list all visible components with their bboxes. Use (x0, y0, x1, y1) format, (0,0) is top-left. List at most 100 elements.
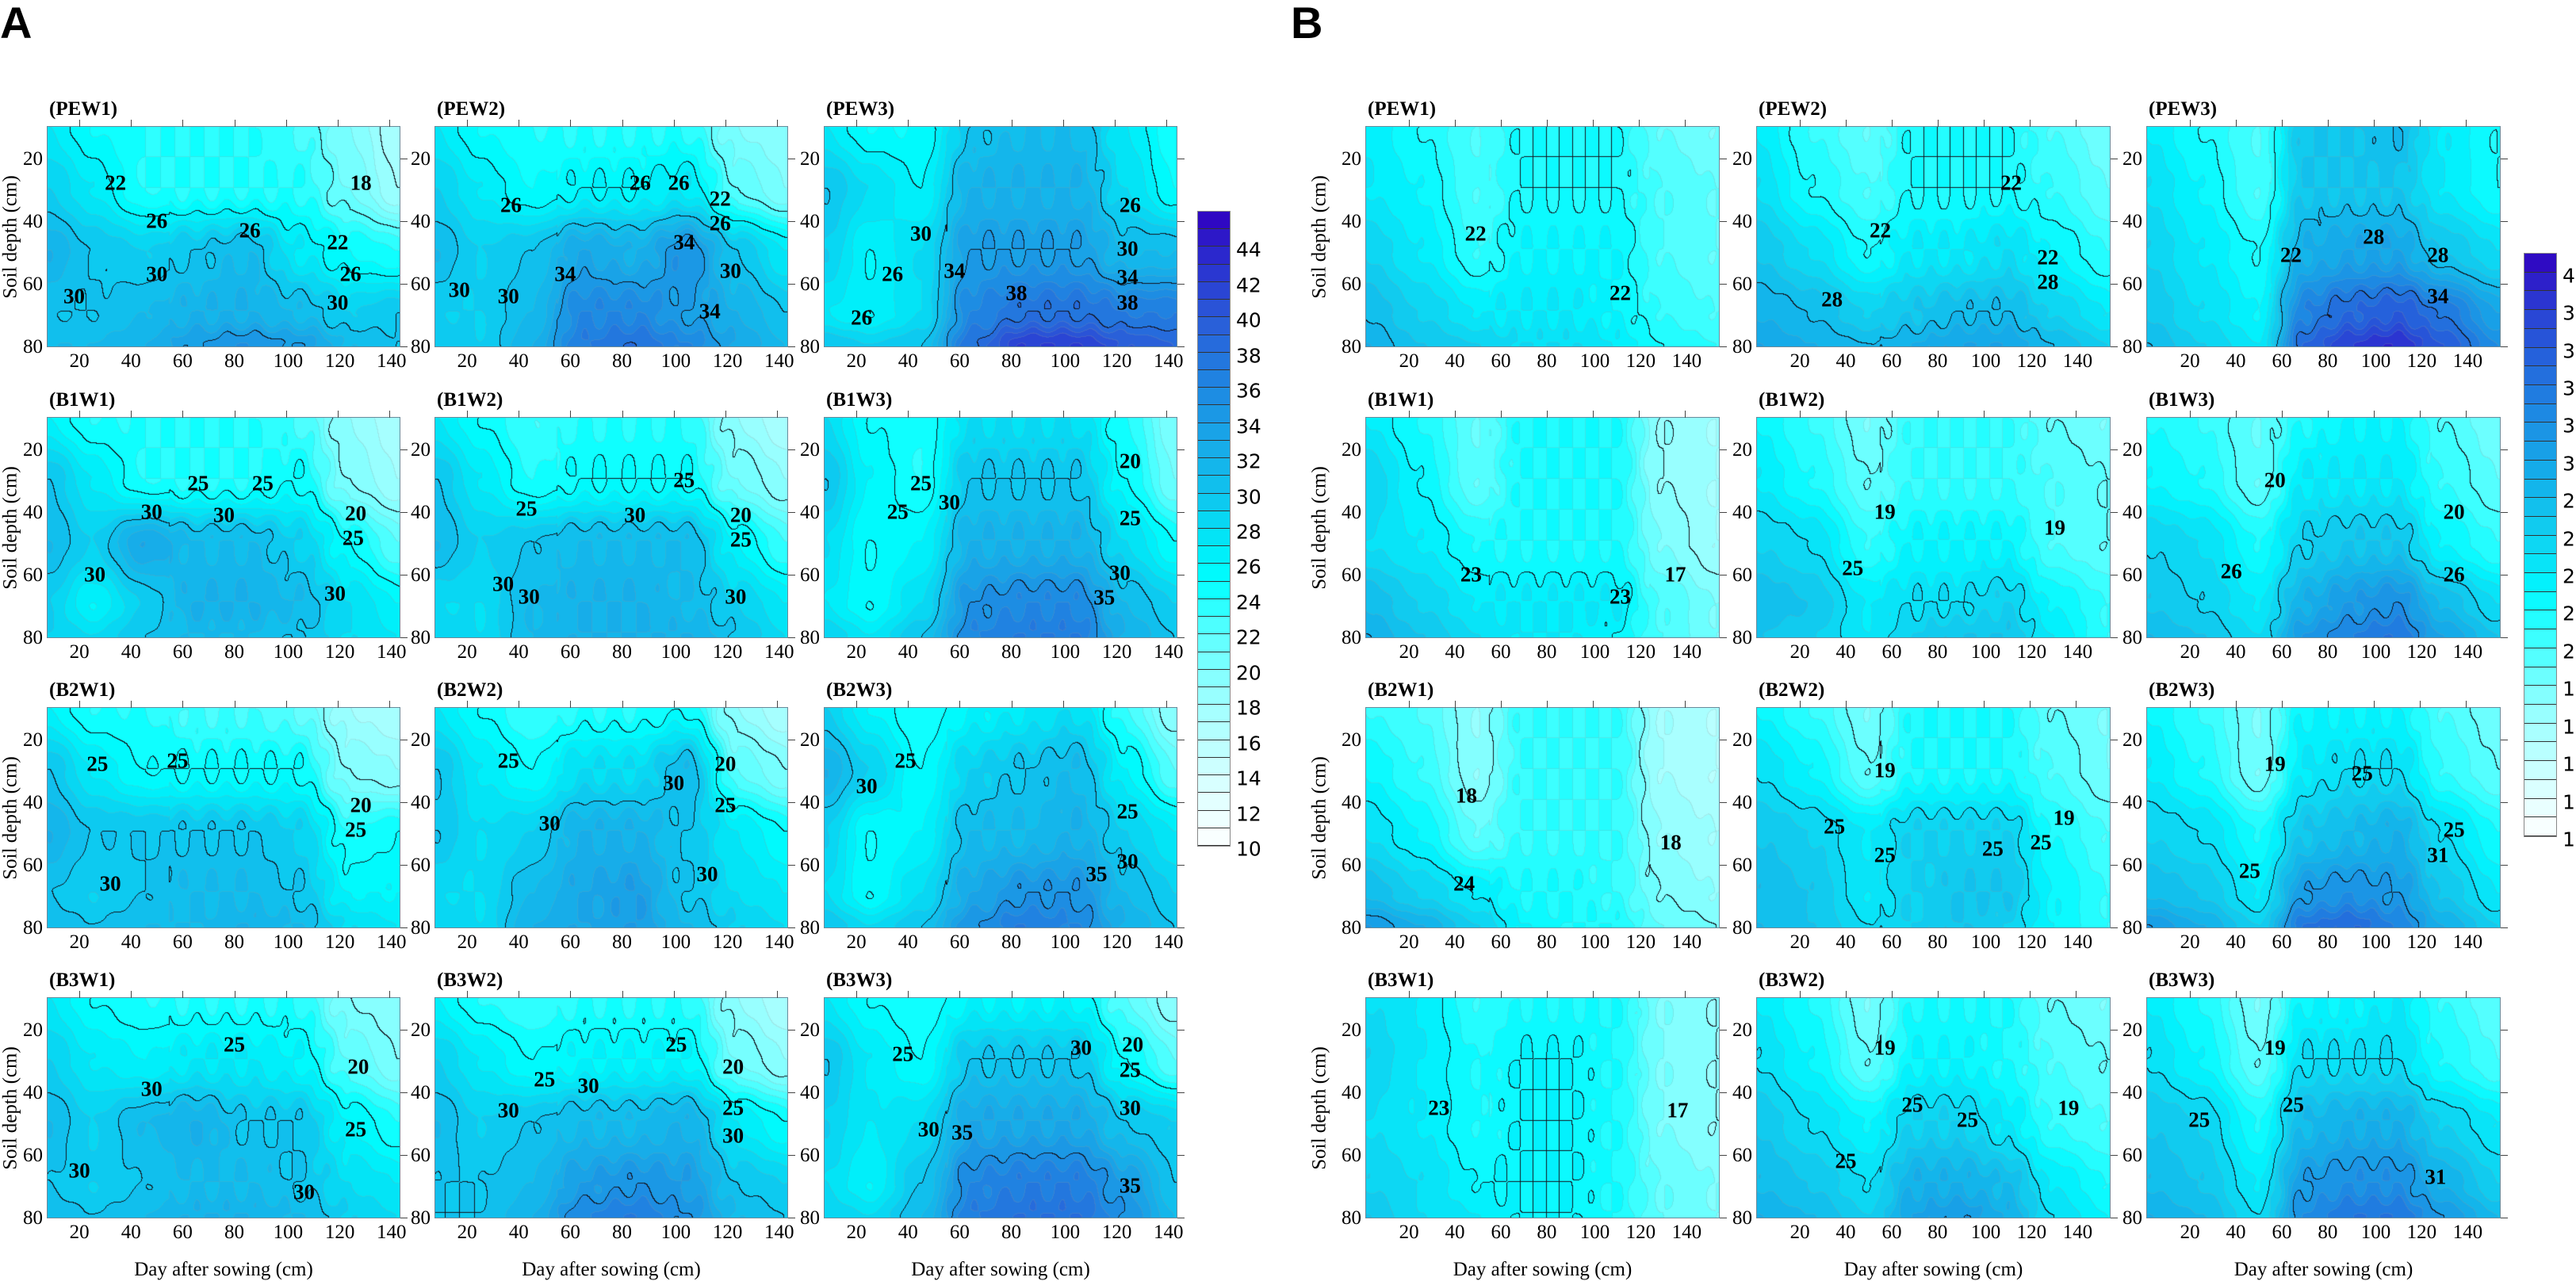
contour-plot (1365, 997, 1720, 1218)
x-tick-label: 20 (1789, 350, 1810, 372)
colorbar (2524, 253, 2557, 837)
x-tick-mark (1592, 411, 1594, 418)
x-tick-label: 120 (712, 1222, 743, 1243)
x-tick-mark (1846, 120, 1847, 127)
colorbar-segment (1198, 757, 1230, 776)
x-tick-label: 20 (457, 931, 477, 953)
x-tick-label: 60 (949, 350, 970, 372)
y-tick-label: 40 (2122, 501, 2142, 523)
x-tick-mark (1166, 991, 1167, 998)
x-tick-mark (1800, 991, 1801, 998)
x-tick-mark (2190, 991, 2191, 998)
x-tick-label: 20 (1789, 931, 1810, 953)
colorbar-label: 24 (2563, 564, 2576, 588)
x-tick-mark (2373, 991, 2375, 998)
y-tick-label: 80 (800, 336, 820, 358)
y-tick-mark (1720, 1029, 1727, 1031)
colorbar-segment (2524, 384, 2556, 404)
x-tick-label: 100 (1579, 350, 1610, 372)
x-tick-mark (1166, 120, 1167, 127)
contour-label: 22 (1869, 218, 1891, 243)
y-tick-label: 80 (800, 917, 820, 939)
y-tick-mark (400, 346, 408, 347)
y-tick-mark (1177, 1029, 1185, 1031)
y-tick-label: 20 (1342, 728, 1361, 751)
x-tick-label: 80 (1537, 641, 1557, 663)
contour-label: 25 (534, 1067, 556, 1092)
x-tick-mark (776, 701, 778, 708)
x-tick-label: 120 (1101, 350, 1132, 372)
y-tick-label: 80 (2122, 1207, 2142, 1229)
y-tick-label: 60 (23, 273, 43, 295)
y-tick-mark (1177, 1092, 1185, 1093)
x-tick-label: 80 (612, 931, 633, 953)
colorbar-segment (2524, 479, 2556, 499)
colorbar-label: 26 (1236, 555, 1261, 579)
colorbar-segment (2524, 742, 2556, 762)
contour-plot (824, 707, 1177, 928)
x-tick-label: 140 (376, 641, 407, 663)
contour-label: 25 (224, 1032, 246, 1057)
contour-canvas (1757, 708, 2110, 927)
contour-label: 34 (554, 262, 576, 286)
x-tick-label: 40 (2226, 931, 2246, 953)
x-tick-mark (570, 701, 572, 708)
contour-label: 25 (1874, 843, 1896, 867)
colorbar-label: 28 (1236, 520, 1261, 544)
y-tick-label: 40 (1342, 791, 1361, 813)
y-tick-label: 40 (23, 791, 43, 813)
contour-plot (824, 997, 1177, 1218)
x-tick-mark (389, 411, 390, 418)
contour-label: 30 (146, 262, 168, 286)
x-tick-label: 20 (1399, 931, 1419, 953)
x-tick-label: 20 (69, 350, 90, 372)
x-tick-mark (1846, 701, 1847, 708)
colorbar-segment (2524, 460, 2556, 480)
colorbar-label: 40 (2563, 264, 2576, 288)
contour-label: 26 (629, 170, 651, 195)
contour-label: 25 (1119, 506, 1141, 530)
contour-plot (47, 707, 400, 928)
colorbar-label: 44 (1236, 238, 1261, 262)
y-tick-label: 60 (2122, 273, 2142, 295)
x-tick-label: 40 (2226, 350, 2246, 372)
colorbar-label: 34 (2563, 377, 2576, 400)
y-tick-mark (1177, 220, 1185, 222)
y-tick-label: 20 (800, 1019, 820, 1041)
y-axis-label: Soil depth (cm) (1308, 755, 1330, 880)
x-tick-label: 60 (1881, 1222, 1902, 1243)
x-tick-label: 120 (2016, 1222, 2047, 1243)
contour-label: 25 (894, 748, 917, 773)
x-tick-mark (2327, 991, 2329, 998)
contour-plot (434, 126, 788, 347)
contour-label: 25 (345, 1117, 367, 1141)
x-tick-mark (908, 120, 909, 127)
contour-label: 30 (577, 1073, 599, 1098)
x-tick-mark (1500, 991, 1502, 998)
y-axis-label: Soil depth (cm) (1308, 174, 1330, 299)
x-tick-mark (2190, 120, 2191, 127)
colorbar-segment (2524, 366, 2556, 385)
y-tick-label: 40 (411, 791, 431, 813)
contour-label: 22 (709, 186, 731, 211)
colorbar-segment (1198, 300, 1230, 318)
x-tick-mark (622, 701, 623, 708)
x-tick-mark (622, 120, 623, 127)
x-tick-mark (908, 991, 909, 998)
x-tick-mark (725, 701, 726, 708)
colorbar-segment (1198, 529, 1230, 547)
y-tick-mark (2501, 283, 2508, 285)
colorbar-segment (2524, 272, 2556, 292)
x-tick-mark (1409, 991, 1410, 998)
contour-canvas (435, 998, 787, 1218)
x-tick-mark (725, 120, 726, 127)
colorbar-label: 20 (2563, 640, 2576, 663)
y-tick-mark (2111, 283, 2118, 285)
contour-label: 23 (1428, 1096, 1450, 1119)
contour-label: 20 (1122, 1032, 1144, 1057)
y-tick-label: 60 (1732, 1144, 1752, 1166)
contour-label: 30 (538, 811, 561, 836)
contour-label: 28 (2427, 243, 2449, 267)
y-tick-mark (1177, 927, 1185, 928)
y-tick-mark (1720, 346, 1727, 347)
